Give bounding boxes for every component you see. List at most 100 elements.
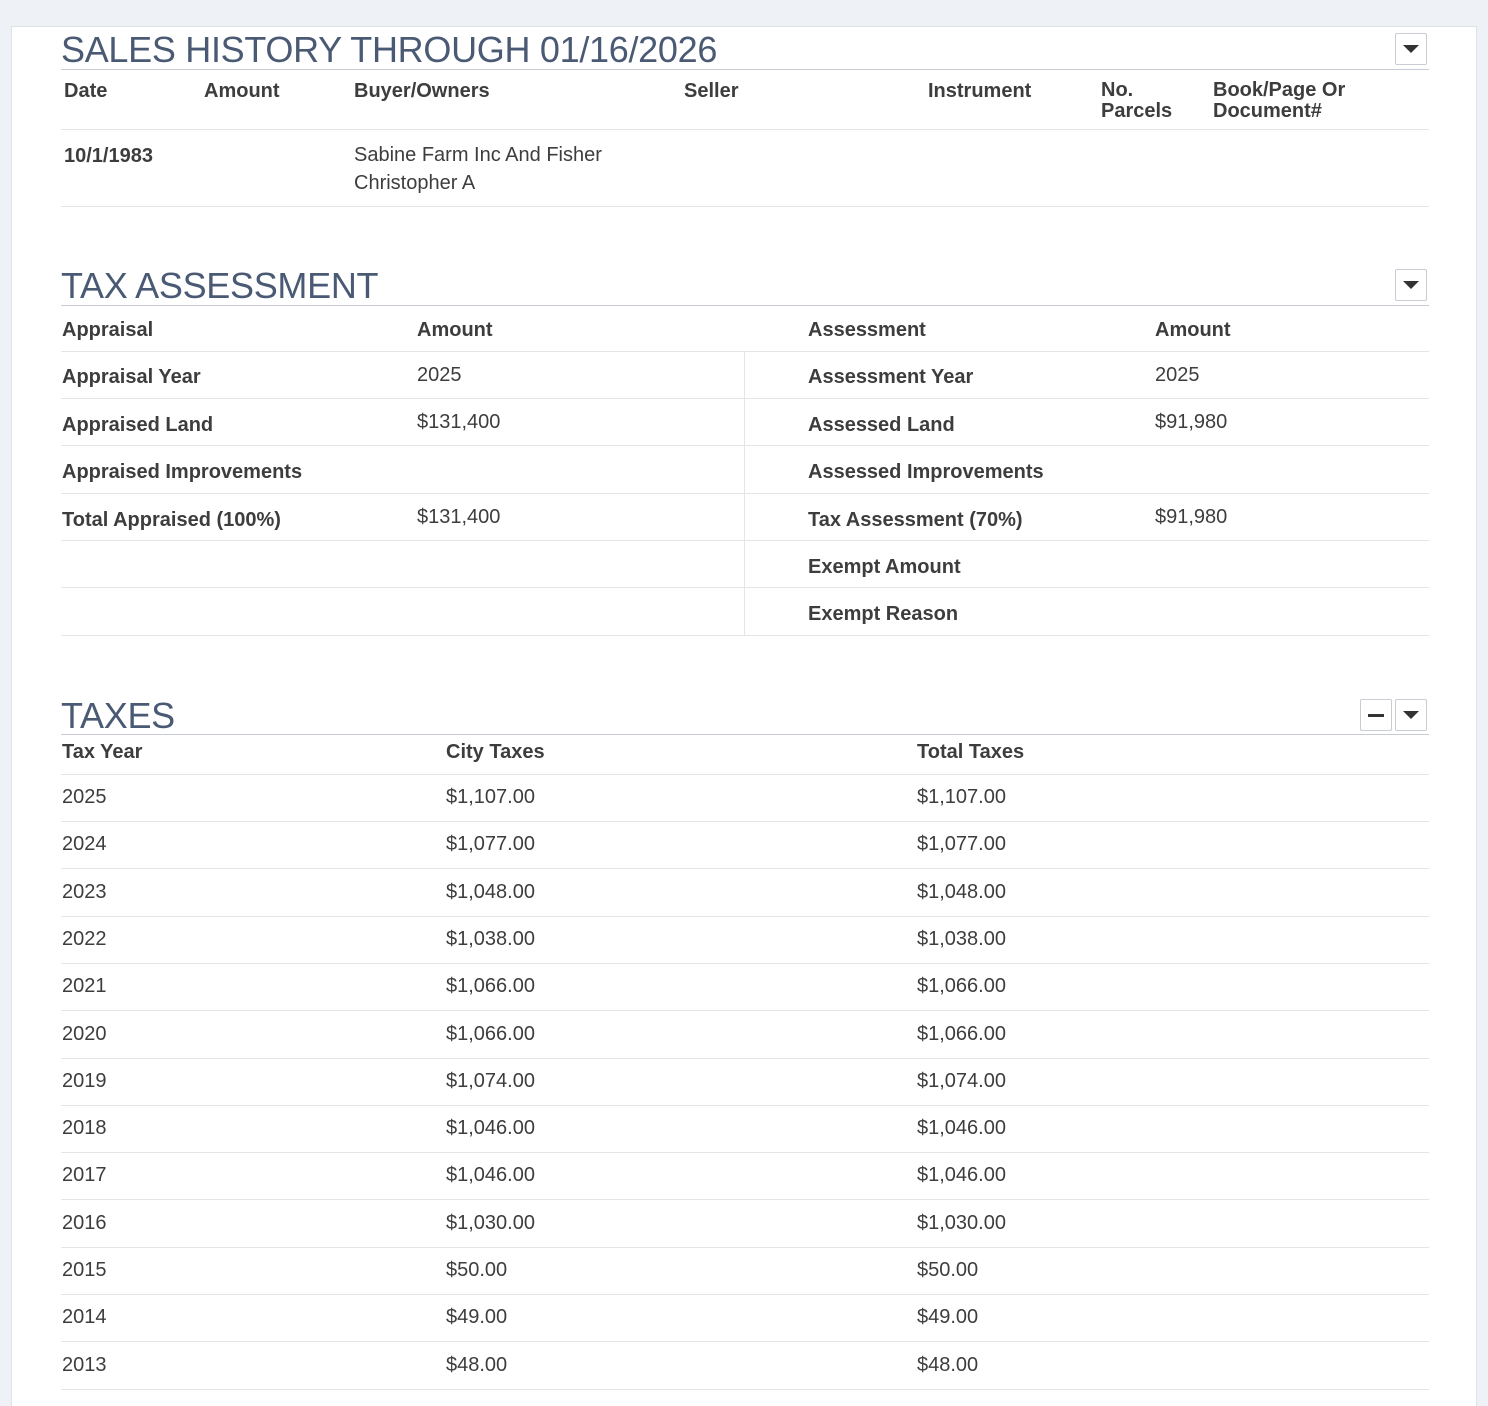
taxes-collapse-button[interactable] [1360, 699, 1392, 731]
row-divider [61, 351, 1429, 352]
total-taxes-cell: $1,074.00 [917, 1070, 1006, 1092]
total-taxes-cell: $50.00 [917, 1259, 979, 1281]
assessment-label: Assessed Land [808, 414, 955, 436]
total-taxes-cell: $1,030.00 [917, 1212, 1006, 1234]
col-header-amount: Amount [204, 80, 280, 102]
row-divider [61, 635, 1429, 636]
col-header-buyer-owners: Buyer/Owners [354, 80, 490, 102]
city-taxes-cell: $49.00 [446, 1306, 508, 1328]
sales-history-title: SALES HISTORY THROUGH 01/16/2026 [61, 29, 718, 70]
total-taxes-cell: $1,066.00 [917, 1023, 1006, 1045]
row-divider [61, 493, 1429, 494]
sales-history-section: SALES HISTORY THROUGH 01/16/2026 Date Am… [61, 27, 1429, 217]
col-header-instrument: Instrument [928, 80, 1032, 102]
chevron-down-icon [1403, 711, 1419, 719]
taxes-title: TAXES [61, 695, 175, 736]
row-divider [61, 398, 1429, 399]
row-divider [61, 916, 1429, 917]
section-divider [61, 305, 1429, 306]
col-header-tax-year: Tax Year [62, 741, 143, 763]
assessment-label: Exempt Amount [808, 556, 961, 578]
tax-year-cell: 2020 [62, 1023, 107, 1045]
tax-year-cell: 2021 [62, 975, 107, 997]
minus-icon [1368, 713, 1384, 717]
assessment-label: Assessed Improvements [808, 461, 1044, 483]
row-divider [61, 1341, 1429, 1342]
tax-year-cell: 2019 [62, 1070, 107, 1092]
tax-year-cell: 2014 [62, 1306, 107, 1328]
row-divider [61, 1105, 1429, 1106]
appraisal-amount-header: Amount [417, 319, 493, 341]
col-header-book-page: Book/Page Or Document# [1213, 79, 1346, 122]
appraisal-value: $131,400 [417, 411, 501, 433]
appraisal-label: Appraised Land [62, 414, 214, 436]
total-taxes-cell: $1,038.00 [917, 928, 1006, 950]
sale-buyer: Sabine Farm Inc And Fisher Christopher A [354, 144, 602, 194]
appraisal-label: Total Appraised (100%) [62, 509, 281, 531]
city-taxes-cell: $1,066.00 [446, 1023, 535, 1045]
assessment-label: Exempt Reason [808, 603, 959, 625]
city-taxes-cell: $50.00 [446, 1259, 508, 1281]
total-taxes-cell: $1,046.00 [917, 1164, 1006, 1186]
chevron-down-icon [1403, 45, 1419, 53]
tax-year-cell: 2022 [62, 928, 107, 950]
row-divider [61, 963, 1429, 964]
city-taxes-cell: $1,030.00 [446, 1212, 535, 1234]
assessment-amount-header: Amount [1155, 319, 1231, 341]
assessment-header: Assessment [808, 319, 926, 341]
total-taxes-cell: $48.00 [917, 1354, 979, 1376]
row-divider [61, 587, 1429, 588]
tax-assessment-section: TAX ASSESSMENT Appraisal Amount Assessme… [61, 263, 1429, 643]
row-divider [61, 774, 1429, 775]
tax-assessment-title: TAX ASSESSMENT [61, 265, 379, 306]
row-divider [61, 540, 1429, 541]
tax-year-cell: 2018 [62, 1117, 107, 1139]
sale-date: 10/1/1983 [64, 145, 153, 167]
row-divider [61, 1389, 1429, 1390]
tax-assessment-dropdown-button[interactable] [1395, 269, 1427, 301]
row-divider [61, 445, 1429, 446]
row-divider [61, 868, 1429, 869]
assessment-value: $91,980 [1155, 411, 1228, 433]
tax-year-cell: 2015 [62, 1259, 107, 1281]
appraisal-value: $131,400 [417, 506, 501, 528]
col-header-city-taxes: City Taxes [446, 741, 545, 763]
tax-year-cell: 2025 [62, 786, 107, 808]
taxes-dropdown-button[interactable] [1395, 699, 1427, 731]
row-divider [61, 129, 1429, 130]
city-taxes-cell: $1,077.00 [446, 833, 535, 855]
row-divider [61, 1247, 1429, 1248]
city-taxes-cell: $48.00 [446, 1354, 508, 1376]
tax-year-cell: 2023 [62, 881, 107, 903]
col-header-date: Date [64, 80, 108, 102]
city-taxes-cell: $1,038.00 [446, 928, 535, 950]
appraisal-label: Appraisal Year [62, 366, 201, 388]
col-header-no-parcels: No. Parcels [1101, 79, 1173, 122]
property-report-page: SALES HISTORY THROUGH 01/16/2026 Date Am… [11, 26, 1477, 1406]
total-taxes-cell: $1,107.00 [917, 786, 1006, 808]
city-taxes-cell: $1,107.00 [446, 786, 535, 808]
col-header-total-taxes: Total Taxes [917, 741, 1025, 763]
tax-year-cell: 2024 [62, 833, 107, 855]
row-divider [61, 821, 1429, 822]
total-taxes-cell: $1,077.00 [917, 833, 1006, 855]
city-taxes-cell: $1,074.00 [446, 1070, 535, 1092]
taxes-section: TAXES Tax Year City Taxes Total Taxes 20… [61, 693, 1429, 1393]
total-taxes-cell: $1,046.00 [917, 1117, 1006, 1139]
section-divider [61, 734, 1429, 735]
col-header-seller: Seller [684, 80, 739, 102]
assessment-value: $91,980 [1155, 506, 1228, 528]
sales-history-dropdown-button[interactable] [1395, 33, 1427, 65]
row-divider [61, 1058, 1429, 1059]
city-taxes-cell: $1,046.00 [446, 1117, 535, 1139]
row-divider [61, 1152, 1429, 1153]
row-divider [61, 1294, 1429, 1295]
assessment-label: Tax Assessment (70%) [808, 509, 1023, 531]
appraisal-label: Appraised Improvements [62, 461, 303, 483]
city-taxes-cell: $1,046.00 [446, 1164, 535, 1186]
assessment-label: Assessment Year [808, 366, 974, 388]
row-divider [61, 206, 1429, 207]
browser-top-strip [0, 0, 1488, 14]
tax-year-cell: 2013 [62, 1354, 107, 1376]
total-taxes-cell: $1,048.00 [917, 881, 1006, 903]
